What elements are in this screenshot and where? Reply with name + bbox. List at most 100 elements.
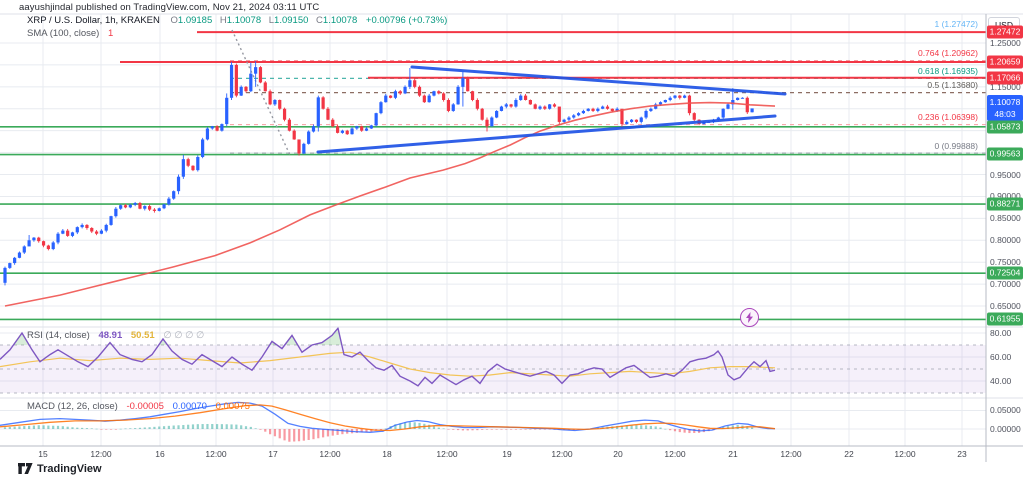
candle [244, 86, 248, 92]
price-axis-tick: 40.00 [990, 376, 1012, 386]
candle [123, 205, 128, 208]
sma-label: SMA (100, close) [27, 28, 100, 39]
time-axis-tick: 17 [268, 449, 278, 459]
tradingview-logo-text: TradingView [37, 462, 102, 475]
candle [427, 95, 431, 103]
macd-signal-line[interactable] [0, 404, 776, 432]
sma-legend[interactable]: SMA (100, close) 1 [27, 28, 113, 39]
candle [268, 91, 272, 105]
candle [22, 246, 26, 253]
macd-value: 0.00070 [172, 401, 207, 412]
price-axis-tick: 0.05000 [990, 405, 1021, 415]
candle [683, 95, 687, 98]
candle [66, 230, 70, 236]
candle [644, 110, 648, 118]
candle [413, 80, 417, 87]
time-axis-tick: 18 [382, 449, 392, 459]
high-value: 1.10078 [226, 15, 262, 26]
candle [335, 126, 340, 133]
macd-line[interactable] [0, 401, 776, 433]
time-axis-tick: 12:00 [780, 449, 802, 459]
candle [56, 233, 60, 243]
candle [601, 106, 605, 109]
price-axis-tick: 60.00 [990, 352, 1012, 362]
candle [27, 240, 31, 247]
candle [331, 119, 335, 127]
close-label: C [316, 15, 323, 26]
candle [548, 104, 552, 109]
price-axis-tick: 0.70000 [990, 279, 1021, 289]
candlestick-series [3, 61, 754, 286]
fib-label: 0.618 (1.16935) [917, 66, 978, 76]
rsi-line[interactable] [0, 326, 776, 387]
time-axis-tick: 12:00 [90, 449, 112, 459]
rsi-legend[interactable]: RSI (14, close) 48.91 50.51 ∅ ∅ ∅ ∅ [27, 330, 204, 341]
pane-separators[interactable] [0, 13, 1023, 462]
candle [393, 91, 398, 98]
candle [605, 106, 610, 109]
candle [432, 91, 436, 96]
candle [687, 95, 692, 114]
candle [254, 67, 258, 74]
candle [552, 104, 557, 107]
candle [649, 108, 653, 111]
candle [229, 64, 234, 98]
candle [128, 204, 132, 208]
candle [321, 97, 325, 109]
candle [37, 237, 41, 242]
time-axis-tick: 12:00 [319, 449, 341, 459]
candle [610, 108, 614, 111]
candle [572, 115, 576, 118]
candle [369, 125, 373, 129]
candle [750, 108, 754, 113]
candle [215, 126, 219, 131]
candle [273, 99, 277, 105]
candle [678, 95, 682, 98]
candle [403, 86, 407, 94]
candle [379, 102, 383, 114]
candle [205, 128, 210, 140]
macd-legend[interactable]: MACD (12, 26, close) -0.00005 0.00070 0.… [27, 401, 250, 412]
candle [225, 97, 229, 125]
price-axis-tick: 0.00000 [990, 424, 1021, 434]
price-axis-tick: 1.15000 [990, 82, 1021, 92]
candle [172, 191, 176, 199]
horizontal-lines [0, 31, 986, 321]
candle [422, 95, 426, 103]
sma-line[interactable] [4, 101, 776, 307]
candle [509, 104, 513, 107]
candle [485, 119, 489, 127]
candle [437, 91, 441, 94]
candle [523, 95, 528, 100]
candle [32, 237, 36, 241]
candle [70, 232, 75, 236]
candle [239, 86, 243, 96]
boost-button[interactable] [740, 308, 759, 327]
rsi-empty-values: ∅ ∅ ∅ ∅ [163, 330, 205, 341]
symbol-legend[interactable]: XRP / U.S. Dollar, 1h, KRAKEN O1.09185 H… [27, 15, 447, 26]
fib-label: 0.764 (1.20962) [917, 48, 978, 58]
candle [634, 119, 639, 122]
time-axis-tick: 22 [844, 449, 854, 459]
price-axis-label: 1.10078 48:03 [987, 95, 1023, 121]
trendline-lower[interactable] [316, 114, 777, 154]
time-axis-tick: 12:00 [205, 449, 227, 459]
time-axis-tick: 12:00 [551, 449, 573, 459]
candle [326, 108, 330, 120]
candle [586, 108, 590, 111]
change-value: +0.00796 (+0.73%) [365, 15, 448, 26]
candle [726, 104, 730, 109]
tradingview-logo[interactable]: TradingView [18, 462, 102, 475]
price-axis-label: 1.27472 [987, 25, 1023, 39]
candle [562, 119, 566, 122]
low-label: L [268, 15, 275, 26]
price-axis-tick: 0.75000 [990, 257, 1021, 267]
candle [731, 99, 735, 105]
countdown: 48:03 [994, 109, 1016, 119]
trendline-upper[interactable] [410, 65, 787, 96]
candle [490, 117, 494, 127]
candle [630, 119, 634, 122]
rsi-ma-line[interactable] [0, 351, 776, 377]
candle [17, 252, 22, 258]
